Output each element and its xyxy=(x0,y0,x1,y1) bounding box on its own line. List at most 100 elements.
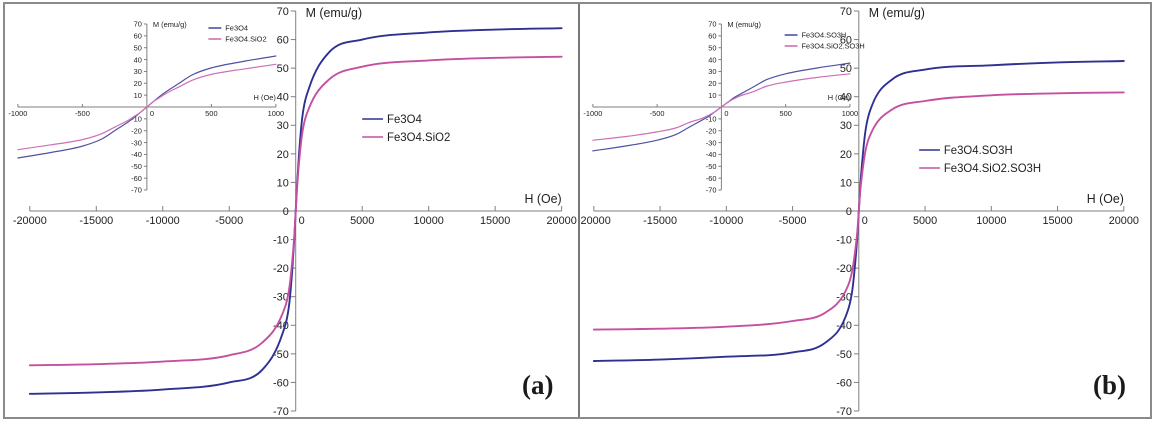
y-tick-label: 70 xyxy=(134,20,142,29)
series-curve-Fe3O4.SiO2.SO3H xyxy=(592,91,1125,331)
y-tick-label: 0 xyxy=(283,206,289,218)
y-tick-label: -20 xyxy=(836,263,852,275)
y-tick-label: 20 xyxy=(839,149,851,161)
series-curve-Fe3O4.SiO2 xyxy=(17,63,277,151)
series-curve-Fe3O4.SiO2.SO3H xyxy=(591,73,851,141)
y-tick-label: 30 xyxy=(134,67,142,76)
y-tick-label: -40 xyxy=(705,150,716,159)
y-tick-label: 60 xyxy=(277,34,289,46)
x-tick-label: 15000 xyxy=(480,215,510,227)
y-tick-label: 70 xyxy=(277,6,289,18)
x-tick-label: 0 xyxy=(299,215,305,227)
legend-label: Fe3O4 xyxy=(387,114,422,126)
y-tick-label: 30 xyxy=(839,120,851,132)
y-tick-label: 20 xyxy=(708,79,716,88)
y-tick-label: 60 xyxy=(839,34,851,46)
y-tick-label: 30 xyxy=(277,120,289,132)
y-tick-label: -60 xyxy=(131,174,142,183)
y-tick-label: 50 xyxy=(708,43,716,52)
x-tick-label: 0 xyxy=(861,215,867,227)
panel-label-b: (b) xyxy=(1093,370,1126,400)
legend-label: Fe3O4.SiO2 xyxy=(387,132,450,144)
main-plot: -20000 -15000 -10000 -5000 0 5000 10000 15000 20… xyxy=(13,6,577,417)
y-axis-title: M (emu/g) xyxy=(868,6,924,20)
y-tick-label: 50 xyxy=(134,43,142,52)
y-tick-label: -20 xyxy=(273,263,289,275)
x-axis-title: H (Oe) xyxy=(1086,192,1123,206)
y-tick-label: 50 xyxy=(277,63,289,75)
y-tick-label: -60 xyxy=(836,377,852,389)
y-tick-label: -70 xyxy=(131,186,142,195)
x-tick-label: 0 xyxy=(724,109,728,118)
x-tick-label: 5000 xyxy=(912,215,936,227)
panel-b: -20000 -15000 -10000 -5000 0 5000 10000 15000 20… xyxy=(577,4,1151,417)
y-tick-label: -10 xyxy=(836,234,852,246)
x-tick-label: -10000 xyxy=(709,215,743,227)
x-tick-label: -15000 xyxy=(79,215,113,227)
y-tick-label: -60 xyxy=(273,377,289,389)
y-tick-label: 20 xyxy=(134,79,142,88)
legend-label: Fe3O4.SiO2.SO3H xyxy=(943,163,1040,175)
inset-plot: -1000 -500 0 500 1000 70 60 50 40 30 20 10 -10 -20 -30… xyxy=(8,20,284,195)
y-tick-label: -50 xyxy=(131,162,142,171)
y-tick-label: 0 xyxy=(845,206,851,218)
y-tick-label: -20 xyxy=(705,126,716,135)
y-axis-title: M (emu/g) xyxy=(153,20,187,29)
legend-label: Fe3O4 xyxy=(225,24,248,33)
x-tick-label: 10000 xyxy=(976,215,1006,227)
y-tick-label: 40 xyxy=(277,92,289,104)
y-tick-label: 50 xyxy=(839,63,851,75)
x-tick-label: 15000 xyxy=(1042,215,1072,227)
y-tick-label: 70 xyxy=(839,6,851,18)
x-tick-label: -1000 xyxy=(8,109,27,118)
magnetization-chart-b: -20000 -15000 -10000 -5000 0 5000 10000 15000 20… xyxy=(580,6,1139,417)
y-axis-title: M (emu/g) xyxy=(727,20,761,29)
x-axis-title: H (Oe) xyxy=(827,93,850,102)
y-tick-label: -30 xyxy=(131,138,142,147)
x-tick-label: 1000 xyxy=(268,109,285,118)
x-tick-label: 10000 xyxy=(414,215,444,227)
y-tick-label: 60 xyxy=(708,32,716,41)
x-tick-label: -500 xyxy=(75,109,90,118)
y-tick-label: 60 xyxy=(134,32,142,41)
x-tick-label: 500 xyxy=(205,109,217,118)
y-tick-label: 40 xyxy=(839,92,851,104)
x-tick-label: 5000 xyxy=(350,215,374,227)
y-tick-label: -20 xyxy=(131,126,142,135)
y-axis-title: M (emu/g) xyxy=(306,6,362,20)
y-tick-label: -30 xyxy=(705,138,716,147)
y-tick-label: -60 xyxy=(705,174,716,183)
x-tick-label: 0 xyxy=(150,109,154,118)
y-tick-label: -50 xyxy=(836,349,852,361)
inset-plot: -1000 -500 0 500 1000 70 60 50 40 30 20 10 -10 -20 -30… xyxy=(583,20,864,195)
y-tick-label: -70 xyxy=(705,186,716,195)
x-tick-label: -20000 xyxy=(580,215,611,227)
y-tick-label: -10 xyxy=(705,115,716,124)
y-tick-label: 10 xyxy=(134,91,142,100)
x-tick-label: -20000 xyxy=(13,215,47,227)
y-tick-label: -40 xyxy=(131,150,142,159)
series-curve-Fe3O4.SiO2 xyxy=(28,55,563,367)
panel-a: -20000 -15000 -10000 -5000 0 5000 10000 15000 20… xyxy=(5,4,578,417)
legend-label: Fe3O4.SiO2 xyxy=(225,35,266,44)
y-tick-label: 10 xyxy=(839,177,851,189)
x-tick-label: -5000 xyxy=(778,215,806,227)
x-tick-label: -15000 xyxy=(643,215,677,227)
y-tick-label: 30 xyxy=(708,67,716,76)
y-tick-label: -50 xyxy=(273,349,289,361)
y-tick-label: 10 xyxy=(277,177,289,189)
y-tick-label: 70 xyxy=(708,20,716,29)
y-tick-label: -70 xyxy=(273,406,289,417)
magnetization-chart-a: -20000 -15000 -10000 -5000 0 5000 10000 15000 20… xyxy=(8,6,577,417)
y-tick-label: 40 xyxy=(134,55,142,64)
y-tick-label: 40 xyxy=(708,55,716,64)
y-tick-label: -30 xyxy=(273,292,289,304)
y-tick-label: 20 xyxy=(277,149,289,161)
legend-label: Fe3O4.SO3H xyxy=(801,31,846,40)
legend-label: Fe3O4.SO3H xyxy=(943,145,1012,157)
x-tick-label: -500 xyxy=(649,109,664,118)
y-tick-label: 10 xyxy=(708,91,716,100)
x-tick-label: 20000 xyxy=(1108,215,1138,227)
x-tick-label: -1000 xyxy=(583,109,602,118)
